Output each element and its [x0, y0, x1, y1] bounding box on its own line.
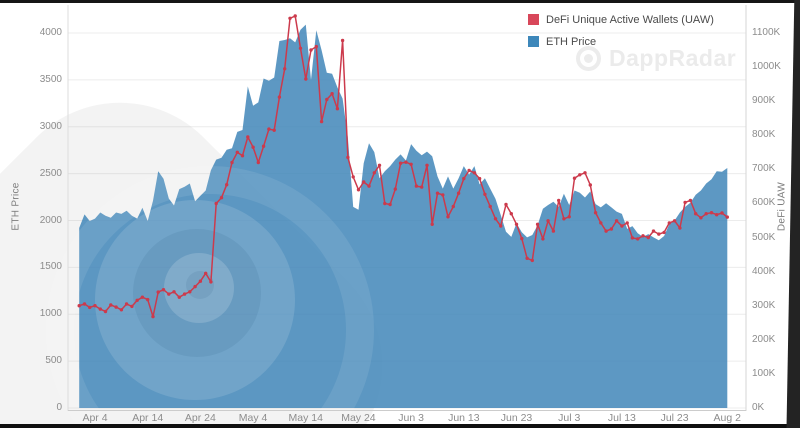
- eth-legend-swatch: [528, 36, 539, 47]
- left-axis-title: ETH Price: [10, 182, 22, 231]
- right-axis-tick: 400K: [752, 265, 776, 277]
- x-axis-tick: May 14: [288, 412, 323, 424]
- x-axis-tick: Jul 3: [558, 412, 581, 424]
- left-axis-tick: 3500: [39, 73, 62, 85]
- right-axis-tick: 0K: [752, 402, 765, 413]
- right-axis-tick: 500K: [752, 231, 776, 243]
- left-axis-tick: 2500: [39, 167, 62, 179]
- uaw-legend-label: DeFi Unique Active Wallets (UAW): [546, 13, 714, 26]
- x-axis-tick: Aug 2: [713, 412, 741, 424]
- left-axis-tick: 500: [45, 355, 62, 367]
- bottom-border-bar: [0, 424, 800, 428]
- x-axis-tick: May 24: [341, 412, 376, 424]
- legend: DeFi Unique Active Wallets (UAW) ETH Pri…: [528, 11, 714, 55]
- right-axis-tick: 100K: [752, 367, 776, 379]
- top-border-bar: [0, 0, 800, 3]
- left-axis-tick: 4000: [39, 27, 62, 38]
- left-axis-tick: 0: [56, 402, 62, 413]
- x-axis-tick: Jun 3: [398, 412, 424, 424]
- x-axis-tick: Apr 24: [184, 412, 216, 424]
- x-axis-tick: Jun 23: [500, 412, 533, 424]
- left-axis-tick: 2000: [39, 214, 62, 226]
- eth-legend-label: ETH Price: [546, 35, 597, 48]
- legend-item-eth[interactable]: ETH Price: [528, 33, 714, 50]
- legend-item-uaw[interactable]: DeFi Unique Active Wallets (UAW): [528, 11, 714, 28]
- uaw-legend-swatch: [528, 14, 539, 25]
- right-axis-tick: 200K: [752, 333, 776, 345]
- right-axis-tick: 900K: [752, 95, 776, 107]
- right-axis-tick: 700K: [752, 163, 776, 175]
- x-axis-tick: Apr 14: [132, 412, 164, 424]
- left-axis-tick: 3000: [39, 120, 62, 132]
- x-axis-tick: Jul 23: [660, 412, 689, 424]
- left-axis-tick: 1000: [39, 308, 62, 320]
- right-axis-tick: 1000K: [752, 61, 781, 73]
- x-axis-tick: Jul 13: [607, 412, 636, 424]
- right-axis-tick: 300K: [752, 299, 776, 311]
- right-axis-tick: 1100K: [752, 27, 781, 38]
- x-axis-tick: Apr 4: [82, 412, 108, 424]
- left-axis-tick: 1500: [39, 261, 62, 273]
- right-axis-tick: 800K: [752, 129, 776, 141]
- right-axis-tick: 600K: [752, 197, 776, 209]
- x-axis-tick: May 4: [238, 412, 268, 424]
- x-axis-tick: Jun 13: [448, 412, 480, 424]
